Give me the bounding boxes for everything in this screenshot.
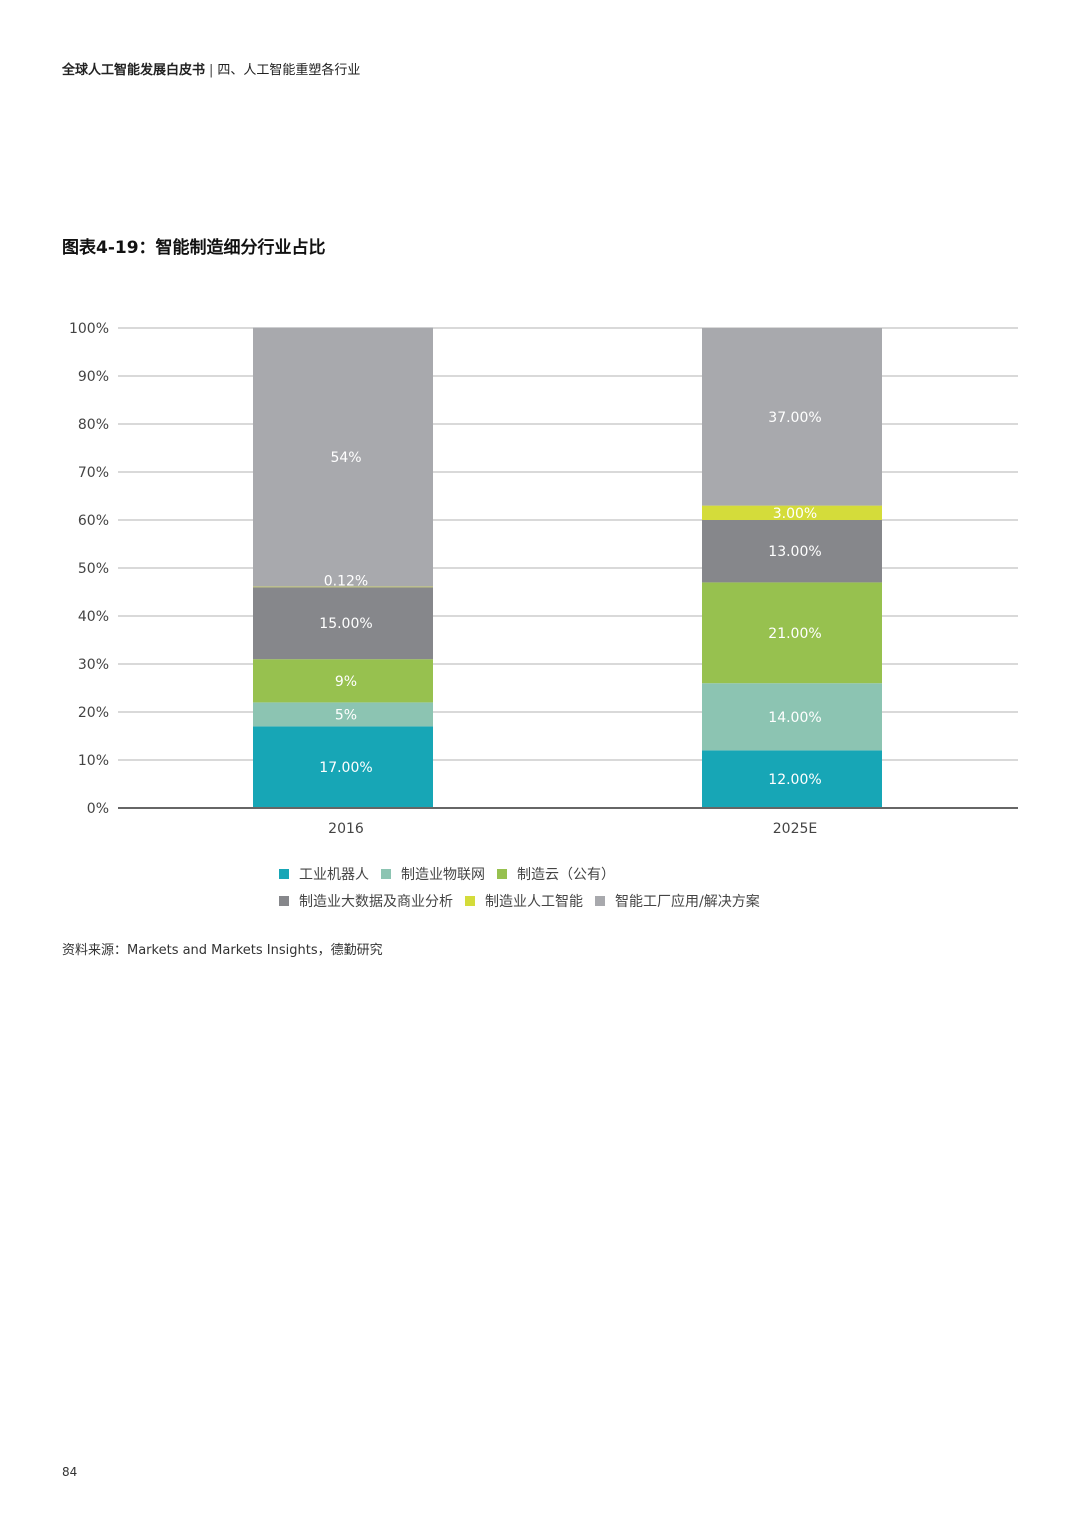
legend-swatch bbox=[279, 895, 289, 906]
data-label: 14.00% bbox=[768, 710, 821, 726]
legend-item: 制造云（公有） bbox=[497, 864, 615, 884]
legend-label: 制造业物联网 bbox=[401, 866, 485, 883]
source-note: 资料来源：Markets and Markets Insights，德勤研究 bbox=[62, 943, 383, 958]
legend-item: 制造业人工智能 bbox=[465, 891, 583, 911]
bar-segment bbox=[253, 327, 433, 587]
header-separator: | bbox=[209, 63, 214, 78]
bar-segment bbox=[253, 702, 433, 727]
legend-row: 制造业大数据及商业分析 制造业人工智能 智能工厂应用/解决方案 bbox=[279, 887, 839, 914]
data-label: 17.00% bbox=[319, 760, 372, 776]
legend-swatch bbox=[381, 868, 391, 879]
data-labels: 17.00% 5% 9% 15.00% 0.12% 54% 12.00% 14.00% 21.0… bbox=[319, 410, 821, 788]
bar-segment bbox=[253, 659, 433, 703]
y-tick-label: 100% bbox=[69, 321, 109, 337]
bar-segment bbox=[253, 587, 433, 660]
legend-swatch bbox=[279, 868, 289, 879]
legend-label: 工业机器人 bbox=[299, 866, 369, 883]
bar-segment bbox=[253, 726, 433, 808]
bar-segment bbox=[702, 520, 882, 583]
y-tick-label: 40% bbox=[78, 609, 109, 625]
y-tick-label: 80% bbox=[78, 417, 109, 433]
legend-label: 制造云（公有） bbox=[517, 866, 615, 883]
data-label: 3.00% bbox=[773, 506, 817, 522]
page-number: 84 bbox=[62, 1465, 78, 1479]
chart-legend: 工业机器人 制造业物联网 制造云（公有） 制造业大数据及商业分析 制造业人工智能 智能工… bbox=[279, 860, 839, 914]
bar-segment bbox=[702, 683, 882, 751]
y-tick-label: 10% bbox=[78, 753, 109, 769]
y-tick-label: 60% bbox=[78, 513, 109, 529]
legend-row: 工业机器人 制造业物联网 制造云（公有） bbox=[279, 860, 839, 887]
y-tick-label: 20% bbox=[78, 705, 109, 721]
data-label: 12.00% bbox=[768, 772, 821, 788]
page-header: 全球人工智能发展白皮书 | 四、人工智能重塑各行业 bbox=[62, 59, 360, 78]
bars bbox=[253, 327, 882, 808]
section-title: 四、人工智能重塑各行业 bbox=[217, 63, 361, 78]
data-label: 5% bbox=[335, 707, 357, 723]
data-label: 21.00% bbox=[768, 626, 821, 642]
legend-swatch bbox=[465, 895, 475, 906]
data-label: 37.00% bbox=[768, 410, 821, 426]
y-tick-label: 90% bbox=[78, 369, 109, 385]
document-title: 全球人工智能发展白皮书 bbox=[62, 63, 206, 78]
data-label: 54% bbox=[330, 450, 361, 466]
stacked-bar-chart: 17.00% 5% 9% 15.00% 0.12% 54% 12.00% 14.00% 21.0… bbox=[69, 321, 1018, 837]
bar-segment bbox=[702, 582, 882, 684]
legend-label: 制造业大数据及商业分析 bbox=[299, 893, 453, 910]
data-label: 0.12% bbox=[324, 574, 368, 590]
bar-segment bbox=[702, 328, 882, 506]
figure-title: 图表4-19：智能制造细分行业占比 bbox=[62, 238, 326, 258]
y-tick-label: 50% bbox=[78, 561, 109, 577]
data-label: 15.00% bbox=[319, 616, 372, 632]
x-tick-label: 2025E bbox=[773, 821, 817, 837]
data-label: 13.00% bbox=[768, 544, 821, 560]
x-tick-label: 2016 bbox=[328, 821, 364, 837]
bar-segment bbox=[702, 505, 882, 520]
legend-swatch bbox=[497, 868, 507, 879]
bar-segment bbox=[253, 586, 433, 588]
data-label: 9% bbox=[335, 674, 357, 690]
legend-item: 智能工厂应用/解决方案 bbox=[595, 891, 760, 911]
y-tick-label: 0% bbox=[87, 801, 109, 817]
bar-segment bbox=[702, 750, 882, 808]
legend-item: 制造业大数据及商业分析 bbox=[279, 891, 453, 911]
legend-swatch bbox=[595, 895, 605, 906]
y-tick-label: 70% bbox=[78, 465, 109, 481]
legend-label: 制造业人工智能 bbox=[485, 893, 583, 910]
legend-label: 智能工厂应用/解决方案 bbox=[615, 893, 760, 910]
y-tick-label: 30% bbox=[78, 657, 109, 673]
axes: 0% 10% 20% 30% 40% 50% 60% 70% 80% 90% 100% 2016 202… bbox=[69, 321, 1018, 837]
legend-item: 制造业物联网 bbox=[381, 864, 485, 884]
legend-item: 工业机器人 bbox=[279, 864, 369, 884]
